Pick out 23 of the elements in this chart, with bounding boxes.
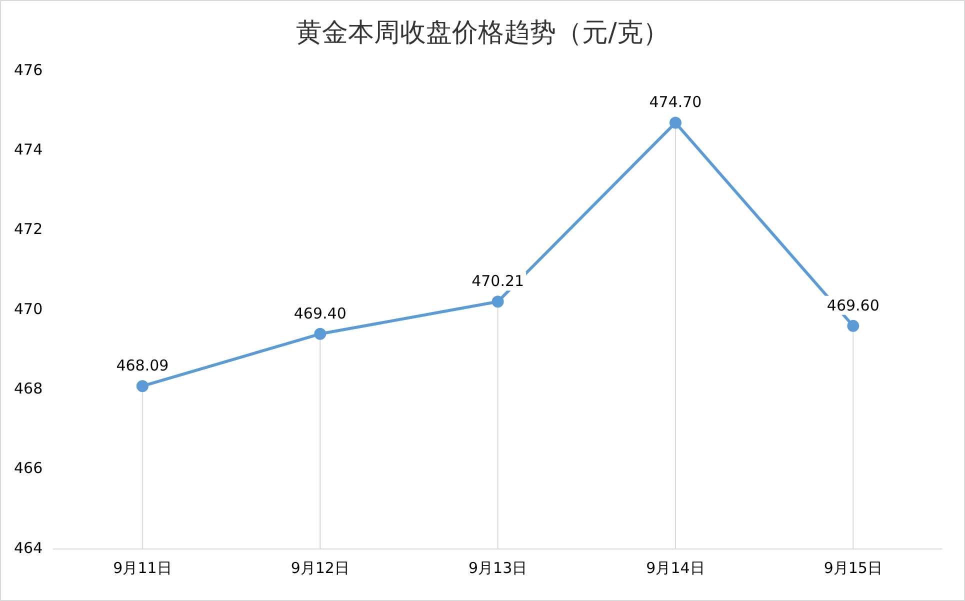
y-tick-label: 474	[14, 140, 43, 159]
text: 474.70	[649, 93, 702, 112]
y-tick-label: 472	[14, 220, 43, 238]
point	[492, 296, 504, 308]
x-tick-label: 9月12日	[290, 558, 350, 577]
y-tick-label: 470	[14, 300, 43, 318]
point	[136, 380, 148, 392]
x-tick-label: 9月11日	[113, 558, 172, 577]
x-tick-label: 9月15日	[824, 558, 882, 577]
text: 468.09	[116, 356, 169, 374]
y-tick-label: 464	[14, 538, 43, 557]
x-tick-label: 9月14日	[646, 558, 705, 577]
y-tick-label: 468	[14, 380, 43, 398]
text: 469.60	[826, 296, 880, 314]
chart-title: 黄金本周收盘价格趋势（元/克）	[295, 17, 670, 50]
point	[314, 328, 326, 340]
y-tick-label: 466	[14, 459, 43, 478]
point	[847, 320, 860, 332]
y-tick-label: 476	[14, 60, 43, 79]
text: 470.21	[472, 272, 524, 290]
x-tick-label: 9月13日	[468, 558, 528, 577]
text: 469.40	[294, 304, 346, 322]
point	[669, 116, 682, 129]
